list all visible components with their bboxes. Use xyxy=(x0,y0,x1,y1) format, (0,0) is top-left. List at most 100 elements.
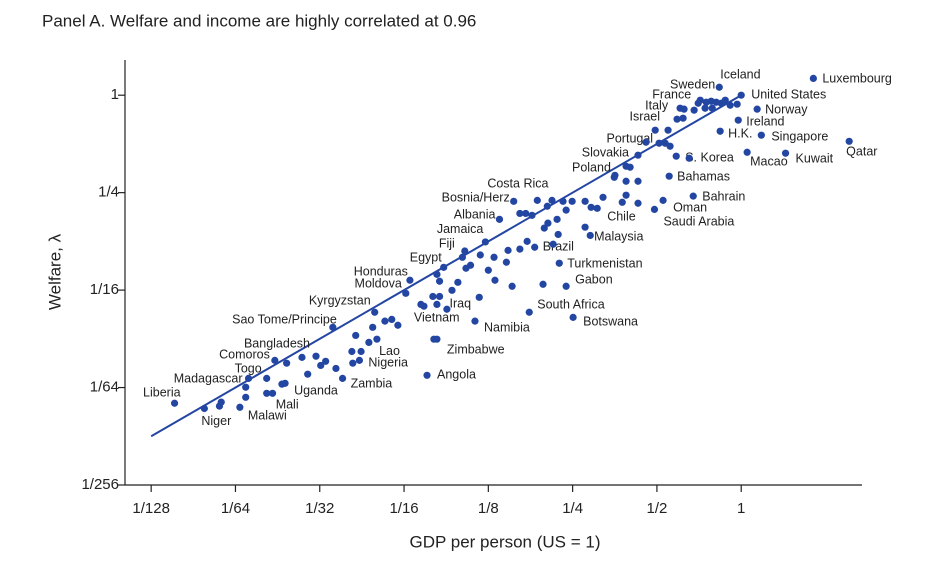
point xyxy=(549,240,557,248)
point-label: Togo xyxy=(235,362,262,376)
point xyxy=(757,131,765,139)
point-label: Italy xyxy=(645,99,669,113)
point xyxy=(433,300,441,308)
point-label: Kuwait xyxy=(796,152,834,166)
point-label: Botswana xyxy=(583,315,638,329)
y-tick-label: 1/4 xyxy=(98,184,119,201)
point xyxy=(701,104,709,112)
point xyxy=(317,361,325,370)
point-label: Chile xyxy=(607,210,636,224)
point xyxy=(471,317,479,325)
point xyxy=(242,393,250,401)
point xyxy=(539,280,547,288)
point xyxy=(388,315,396,323)
point-label: Uganda xyxy=(294,384,338,398)
point xyxy=(694,99,702,107)
point-label: Comoros xyxy=(219,348,270,362)
point xyxy=(679,114,687,122)
point xyxy=(809,74,817,83)
point-label: Jamaica xyxy=(437,222,484,236)
point xyxy=(349,359,357,367)
point xyxy=(381,317,389,325)
x-tick-label: 1/32 xyxy=(305,500,334,517)
point xyxy=(562,282,570,290)
point xyxy=(753,105,761,113)
point-label: Angola xyxy=(437,368,476,382)
point xyxy=(685,154,693,162)
point-label: Malaysia xyxy=(594,229,643,243)
point xyxy=(634,151,642,159)
point xyxy=(170,399,179,407)
point xyxy=(622,177,630,185)
point xyxy=(215,402,224,410)
point xyxy=(263,374,271,382)
point xyxy=(440,263,448,271)
point xyxy=(548,196,556,204)
point xyxy=(689,192,697,200)
point xyxy=(540,224,548,232)
point xyxy=(562,206,570,214)
chart-title: Panel A. Welfare and income are highly c… xyxy=(42,11,476,30)
point xyxy=(622,191,630,199)
point xyxy=(268,389,277,397)
y-tick-label: 1/64 xyxy=(90,379,119,396)
point xyxy=(348,347,356,356)
y-tick-label: 1/16 xyxy=(90,281,119,298)
point-label: Honduras xyxy=(354,265,408,279)
point xyxy=(734,116,742,124)
point xyxy=(610,173,618,181)
point xyxy=(402,289,410,297)
point xyxy=(664,126,672,134)
point xyxy=(435,277,444,285)
point-label: Madagascar xyxy=(174,372,243,386)
point xyxy=(373,335,381,343)
point xyxy=(338,374,347,382)
point xyxy=(672,152,680,160)
point xyxy=(599,193,607,201)
point-label: Singapore xyxy=(771,130,828,144)
point xyxy=(454,278,462,286)
point xyxy=(528,211,536,219)
point xyxy=(312,352,320,360)
x-axis-label: GDP per person (US = 1) xyxy=(409,532,600,551)
point-label: S. Korea xyxy=(685,150,734,164)
point xyxy=(553,215,561,223)
point-label: Zimbabwe xyxy=(447,342,505,356)
point-label: Malawi xyxy=(248,409,287,423)
point xyxy=(523,237,531,245)
y-tick-label: 1 xyxy=(111,86,119,103)
point-label: Sweden xyxy=(670,78,715,92)
point-label: United States xyxy=(751,87,826,101)
point xyxy=(458,253,467,261)
point xyxy=(555,259,563,267)
point xyxy=(481,238,489,246)
point xyxy=(634,199,642,207)
point-label: Portugal xyxy=(607,132,654,146)
point xyxy=(430,335,438,343)
x-tick-label: 1/8 xyxy=(478,500,499,517)
point-label: Bahamas xyxy=(677,169,730,183)
point xyxy=(726,101,734,109)
point xyxy=(332,364,340,373)
point xyxy=(357,347,365,356)
point-label: Slovakia xyxy=(582,145,629,159)
point xyxy=(680,105,688,113)
point-label: Bosnia/Herz xyxy=(442,191,510,205)
point xyxy=(278,380,286,388)
point-label: Ireland xyxy=(746,114,784,128)
x-tick-label: 1/128 xyxy=(132,500,170,517)
point xyxy=(329,323,337,331)
point-label: Turkmenistan xyxy=(567,257,642,271)
point xyxy=(283,359,291,367)
point-label: Mali xyxy=(276,398,299,412)
point xyxy=(655,139,663,147)
point xyxy=(845,137,853,145)
point xyxy=(618,198,626,206)
point xyxy=(716,127,724,135)
point xyxy=(665,172,673,180)
point xyxy=(502,258,510,266)
point-label: Israel xyxy=(629,109,660,123)
point-label: Niger xyxy=(201,414,231,428)
point xyxy=(568,197,576,205)
